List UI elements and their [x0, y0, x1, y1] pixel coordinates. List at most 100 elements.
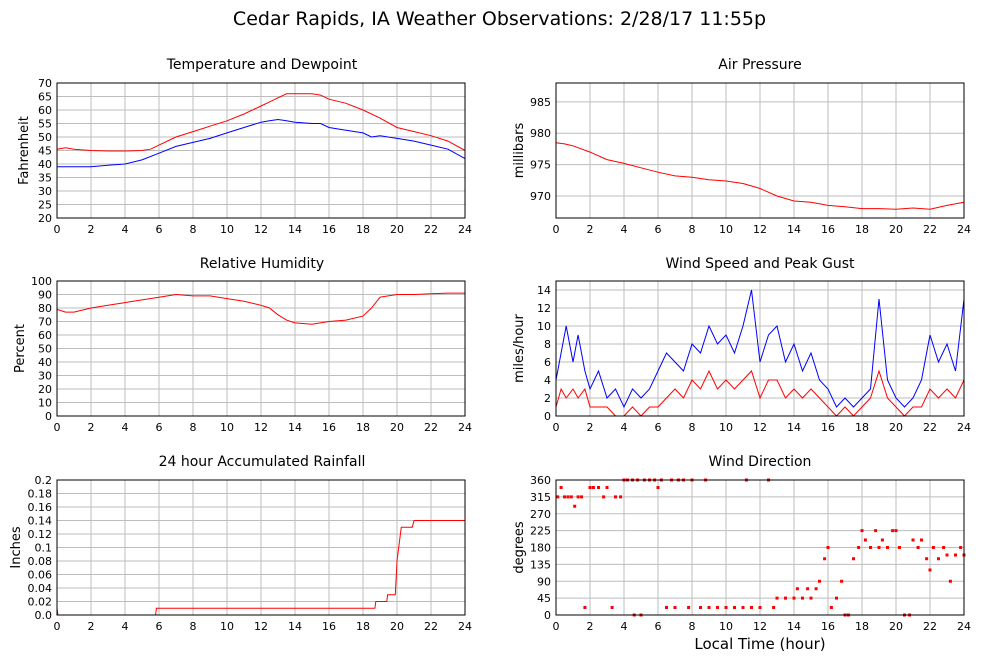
data-point — [835, 596, 838, 600]
x-tick-label: 16 — [821, 223, 835, 236]
x-tick-label: 22 — [424, 421, 438, 434]
data-point — [687, 606, 691, 609]
x-tick-label: 24 — [458, 421, 472, 434]
data-point — [925, 557, 929, 561]
data-point — [588, 486, 592, 489]
x-tick-label: 14 — [288, 421, 302, 434]
x-tick-label: 4 — [122, 223, 129, 236]
x-tick-label: 20 — [390, 421, 404, 434]
y-tick-label: 0.18 — [28, 488, 53, 501]
data-point — [619, 495, 623, 499]
x-tick-label: 12 — [753, 421, 767, 434]
data-point — [945, 553, 949, 557]
y-tick-label: 70 — [38, 77, 52, 90]
y-tick-label: 970 — [530, 190, 551, 203]
page-title: Cedar Rapids, IA Weather Observations: 2… — [232, 8, 767, 30]
x-tick-label: 24 — [957, 223, 971, 236]
data-point — [931, 546, 935, 549]
x-tick-label: 18 — [356, 223, 370, 236]
data-point — [716, 606, 719, 609]
x-tick-label: 12 — [254, 421, 268, 434]
x-tick-label: 10 — [719, 421, 733, 434]
x-tick-label: 10 — [719, 620, 733, 633]
data-point — [894, 529, 898, 533]
y-tick-label: 50 — [38, 131, 52, 144]
x-tick-label: 10 — [220, 620, 234, 633]
data-point — [897, 546, 901, 549]
data-point — [795, 587, 799, 591]
x-tick-label: 24 — [458, 223, 472, 236]
data-point — [580, 495, 583, 499]
x-tick-label: 4 — [621, 421, 628, 434]
y-tick-label: 40 — [38, 158, 52, 171]
data-point — [937, 557, 940, 561]
series-line-1 — [555, 289, 965, 409]
data-point — [806, 587, 810, 591]
data-point — [880, 538, 884, 542]
data-point — [573, 504, 577, 508]
data-point — [920, 538, 923, 542]
chart-title: 24 hour Accumulated Rainfall — [159, 454, 366, 470]
y-tick-label: 70 — [38, 316, 52, 329]
y-tick-label: 0.02 — [28, 596, 53, 609]
data-point — [673, 606, 677, 609]
x-tick-label: 10 — [719, 223, 733, 236]
x-tick-label: 20 — [390, 620, 404, 633]
x-tick-label: 20 — [889, 620, 903, 633]
y-axis-label: Inches — [9, 526, 24, 568]
data-point — [741, 606, 745, 609]
y-tick-label: 0.08 — [28, 555, 53, 568]
y-tick-label: 980 — [530, 127, 551, 140]
x-tick-label: 2 — [88, 421, 95, 434]
data-point — [891, 529, 895, 533]
series-line-1 — [56, 292, 465, 325]
y-axis-label: miles/hour — [512, 313, 527, 382]
x-tick-label: 14 — [288, 223, 302, 236]
x-tick-label: 0 — [54, 620, 61, 633]
data-point — [801, 596, 804, 600]
plot-frame — [555, 280, 965, 417]
y-axis-label: millibars — [512, 123, 527, 179]
plot-frame — [56, 479, 466, 616]
x-tick-label: 12 — [753, 620, 767, 633]
y-axis-label: Percent — [13, 324, 28, 373]
x-tick-label: 16 — [821, 620, 835, 633]
y-tick-label: 0.2 — [35, 474, 53, 487]
x-tick-label: 2 — [587, 421, 594, 434]
data-point — [857, 546, 861, 549]
y-tick-label: 0.06 — [28, 569, 53, 582]
x-tick-label: 16 — [322, 223, 336, 236]
data-point — [869, 546, 872, 549]
x-tick-label: 6 — [156, 421, 163, 434]
data-point — [699, 606, 702, 609]
data-point — [826, 546, 830, 549]
x-tick-label: 8 — [689, 223, 696, 236]
data-point — [556, 495, 560, 499]
x-tick-label: 22 — [923, 620, 937, 633]
y-axis-label: degrees — [512, 521, 527, 574]
data-point — [829, 606, 833, 609]
y-tick-label: 50 — [38, 343, 52, 356]
y-tick-label: 0.16 — [28, 501, 53, 514]
y-tick-label: 55 — [38, 118, 52, 131]
data-point — [928, 568, 932, 572]
data-point — [852, 557, 855, 561]
data-point — [818, 579, 821, 583]
x-tick-label: 10 — [220, 421, 234, 434]
data-point — [863, 538, 867, 542]
y-tick-label: 0.04 — [28, 582, 53, 595]
x-tick-label: 4 — [621, 620, 628, 633]
x-tick-label: 0 — [54, 223, 61, 236]
x-tick-label: 14 — [288, 620, 302, 633]
x-tick-label: 6 — [655, 620, 662, 633]
data-point — [916, 546, 920, 549]
data-point — [860, 529, 864, 533]
x-tick-label: 0 — [553, 421, 560, 434]
x-tick-label: 16 — [322, 620, 336, 633]
x-tick-label: 22 — [424, 620, 438, 633]
data-point — [886, 546, 889, 549]
y-tick-label: 180 — [530, 542, 551, 555]
y-tick-label: 360 — [530, 474, 551, 487]
